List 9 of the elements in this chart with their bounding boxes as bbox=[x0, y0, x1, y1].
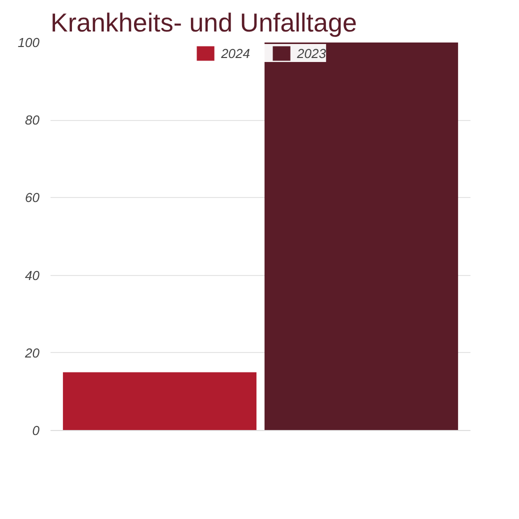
y-tick-label: 40 bbox=[25, 268, 40, 283]
y-tick-label: 100 bbox=[18, 35, 40, 50]
y-tick-label: 80 bbox=[25, 112, 40, 128]
y-tick-label: 60 bbox=[25, 190, 40, 206]
legend-label: 2024 bbox=[221, 46, 250, 60]
legend-label: 2023 bbox=[297, 46, 326, 60]
y-tick-label: 0 bbox=[32, 423, 40, 438]
y-tick-label: 20 bbox=[24, 345, 40, 360]
chart-title: Krankheits- und Unfalltage bbox=[50, 8, 357, 38]
